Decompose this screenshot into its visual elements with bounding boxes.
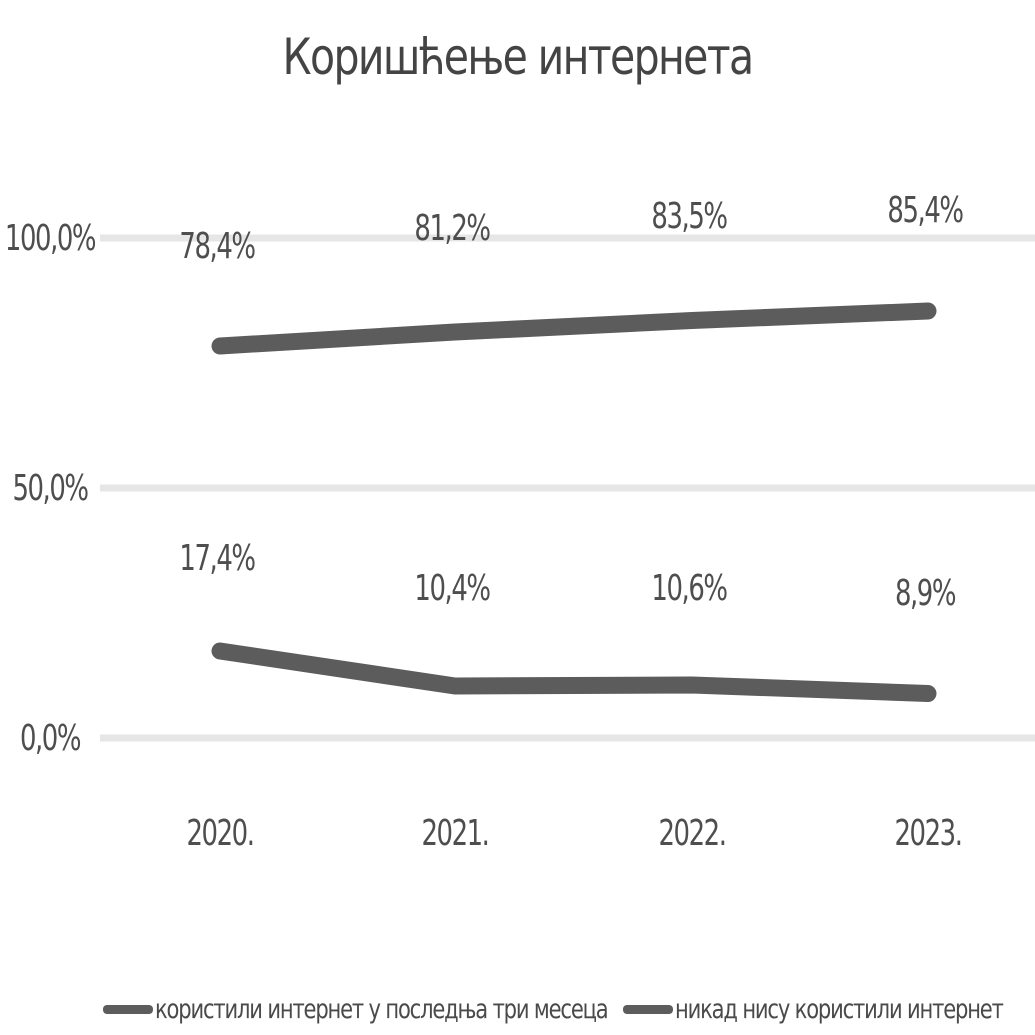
legend-label: никад нису користили интернет [675,993,1004,1025]
y-tick-label: 0,0% [20,718,81,759]
y-tick-label: 50,0% [12,468,88,509]
data-point [691,684,693,686]
x-tick-label: 2023. [895,813,962,854]
data-label: 8,9% [895,573,956,614]
data-label: 10,4% [414,568,490,609]
x-tick-label: 2020. [187,813,254,854]
data-point [219,650,221,652]
data-point [927,692,929,695]
legend-swatch [103,1004,153,1014]
data-point [219,345,221,347]
data-point [927,310,929,312]
data-point [691,319,693,322]
x-tick-label: 2021. [422,813,489,854]
line-chart: 0,0% 50,0% 100,0% 2020. 2021. 2022. 2023. 78,4%… [5,190,1035,854]
series-line-1 [211,302,937,355]
legend-item-never-used-internet: никад нису користили интернет [623,985,1035,1033]
y-tick-label: 100,0% [5,218,96,259]
legend-label: користили интернет у последња три месеца [155,993,609,1025]
chart-title: Коришћење интернета [282,28,755,86]
data-label: 81,2% [414,208,490,249]
x-tick-label: 2022. [659,813,726,854]
data-label: 85,4% [887,190,963,231]
legend-swatch [623,1004,673,1014]
chart-legend: користили интернет у последња три месеца… [0,985,1035,1033]
data-point [454,685,456,687]
series-line-2 [211,642,937,702]
data-point [454,331,456,333]
data-label: 78,4% [179,226,255,267]
data-label: 83,5% [651,196,727,237]
data-label: 10,6% [651,568,727,609]
data-label: 17,4% [179,538,255,579]
legend-item-used-internet: користили интернет у последња три месеца [103,985,735,1033]
